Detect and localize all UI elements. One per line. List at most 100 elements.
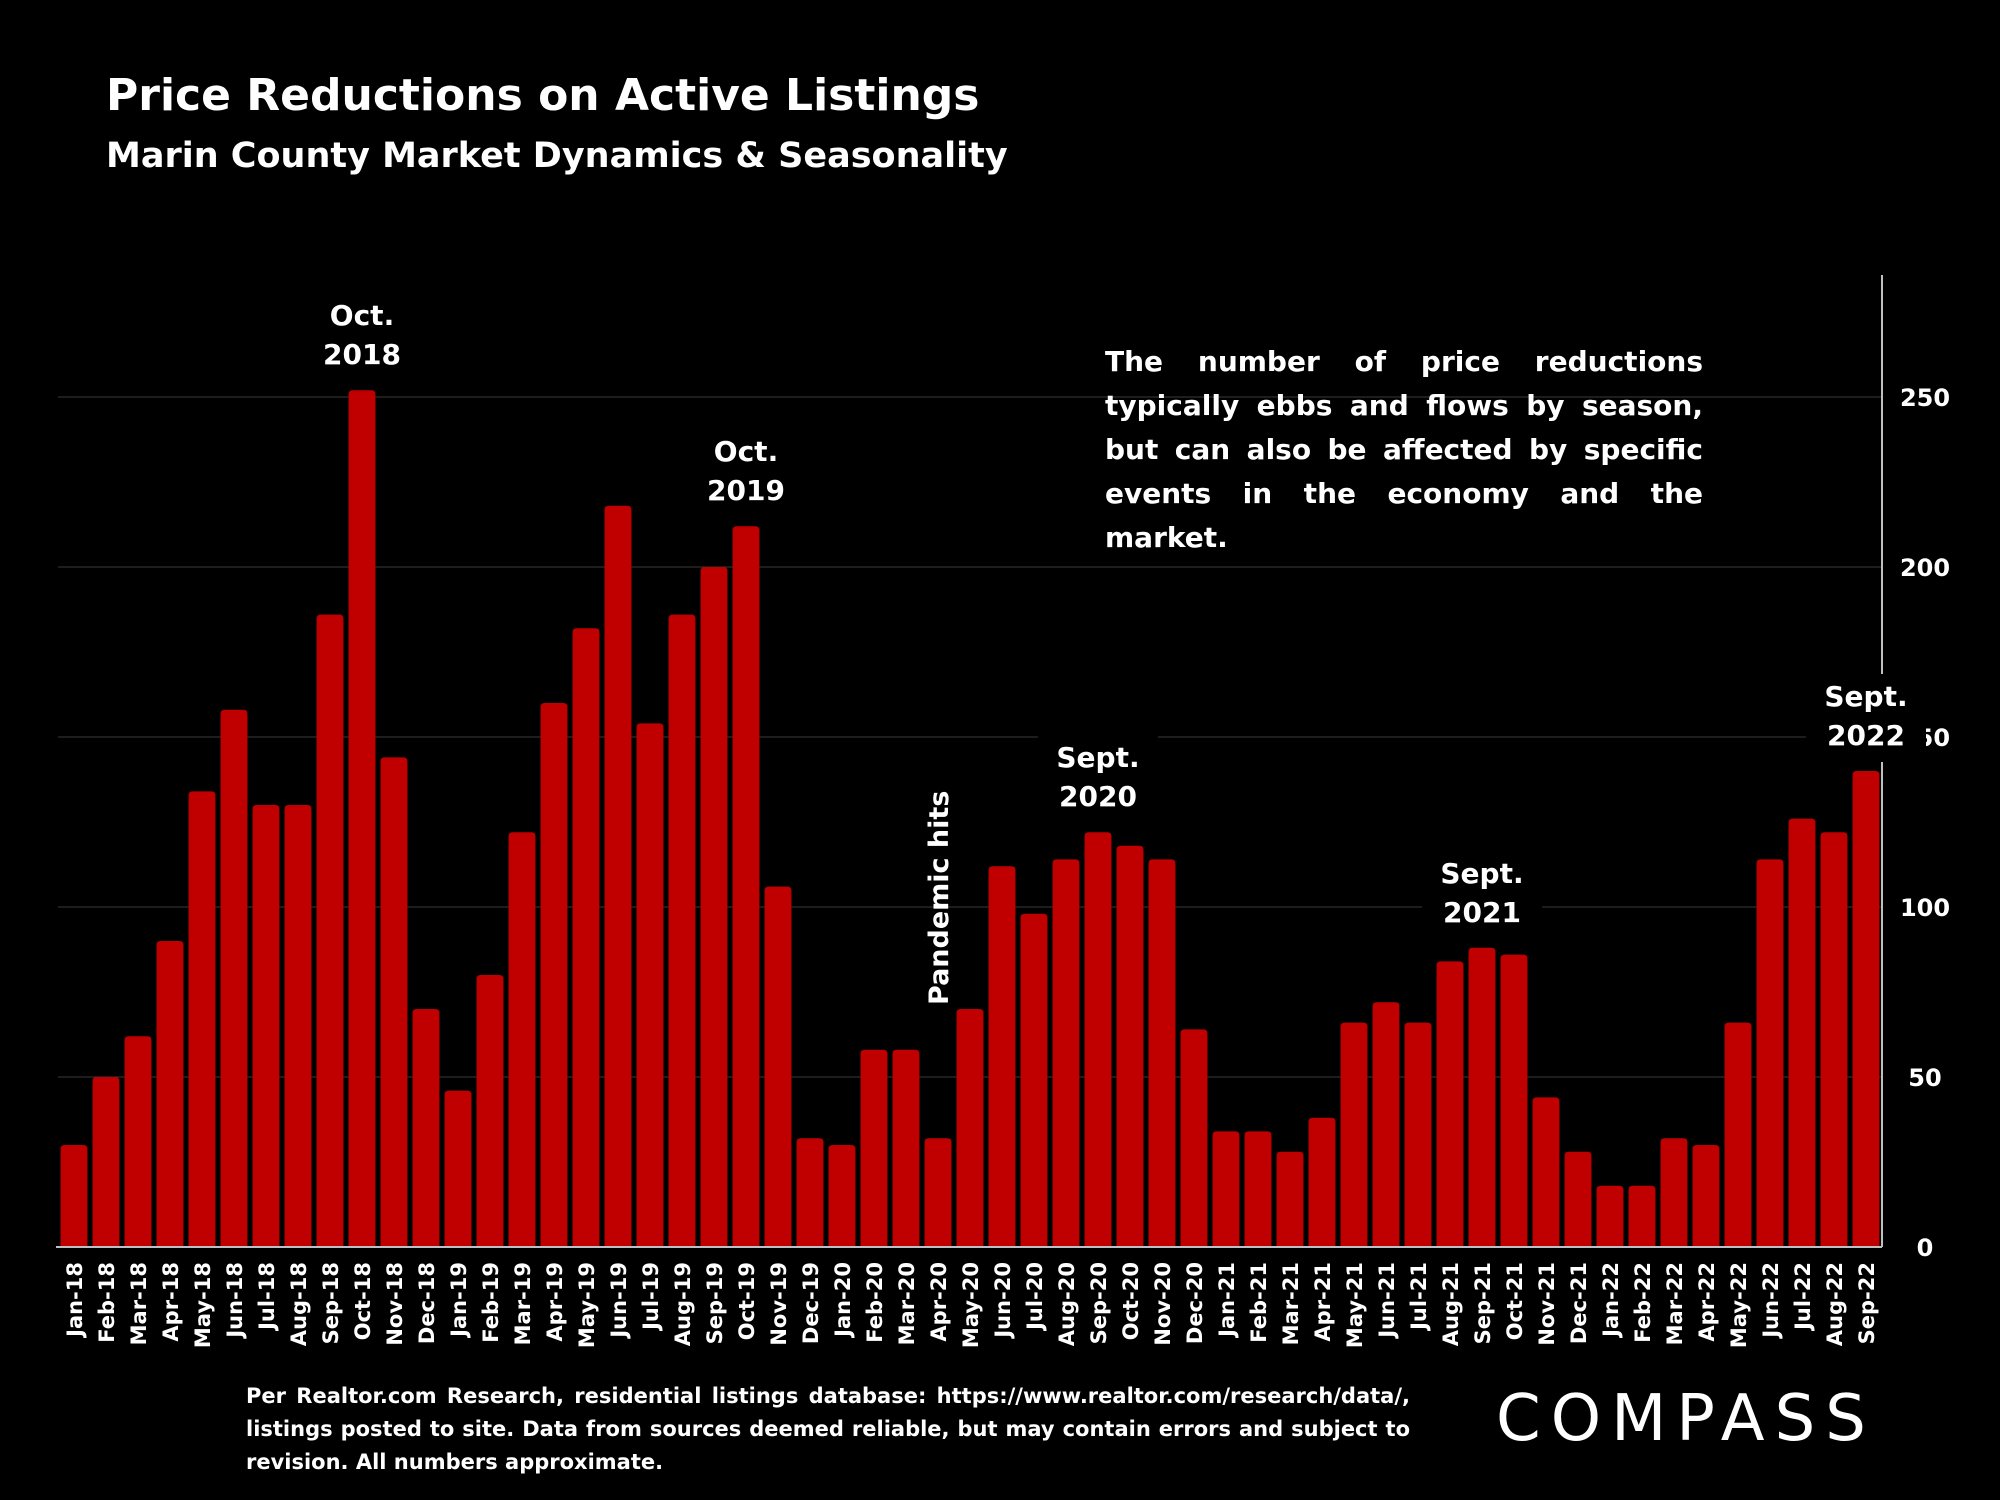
bar-aug-22	[1820, 832, 1848, 1247]
bar-sep-18	[316, 614, 344, 1247]
bar-may-18	[188, 791, 216, 1247]
annotation-bg	[686, 429, 806, 518]
bar-may-19	[572, 628, 600, 1247]
annotation-oct-19: 2019	[707, 474, 785, 507]
annotation-bg	[1038, 735, 1158, 824]
bar-mar-22	[1660, 1138, 1688, 1247]
x-tick-label: Apr-22	[1695, 1262, 1719, 1342]
annotation-sep-22: 2022	[1827, 719, 1905, 752]
bar-oct-20	[1116, 845, 1144, 1247]
x-tick-label: Jan-18	[63, 1262, 87, 1339]
x-tick-label: Jan-20	[831, 1262, 855, 1339]
bar-nov-18	[380, 757, 408, 1247]
annotation-sep-20: Sept.	[1056, 741, 1139, 774]
x-tick-label: Oct-18	[351, 1262, 375, 1340]
x-tick-label: May-20	[959, 1262, 983, 1348]
bar-aug-18	[284, 805, 312, 1247]
bar-nov-21	[1532, 1097, 1560, 1247]
x-tick-label: Oct-20	[1119, 1262, 1143, 1340]
x-tick-label: Jan-21	[1215, 1262, 1239, 1339]
bar-apr-19	[540, 703, 568, 1247]
y-tick-label: 200	[1900, 554, 1950, 582]
x-tick-label: Jun-22	[1759, 1262, 1783, 1340]
x-tick-label: Jun-18	[223, 1262, 247, 1340]
y-tick-label: 0	[1917, 1234, 1934, 1262]
x-tick-label: Mar-22	[1663, 1262, 1687, 1345]
logo-wordmark: COMPASS	[1496, 1385, 1876, 1445]
bar-mar-18	[124, 1036, 152, 1247]
chart-note: The number of price reductions typically…	[1105, 345, 1703, 554]
y-tick-label: 50	[1908, 1064, 1941, 1092]
bar-jul-19	[636, 723, 664, 1247]
bar-mar-20	[892, 1049, 920, 1247]
x-tick-label: Dec-18	[415, 1262, 439, 1344]
x-tick-label: Jun-21	[1375, 1262, 1399, 1340]
bar-sep-22	[1852, 771, 1880, 1247]
bar-oct-19	[732, 526, 760, 1247]
bar-aug-20	[1052, 859, 1080, 1247]
bar-jul-18	[252, 805, 280, 1247]
x-tick-label: Jul-20	[1023, 1262, 1047, 1332]
bar-jul-20	[1020, 913, 1048, 1247]
bar-sep-20	[1084, 832, 1112, 1247]
x-tick-label: Dec-19	[799, 1262, 823, 1344]
x-tick-label: Apr-19	[543, 1262, 567, 1342]
source-footnote: Per Realtor.com Research, residential li…	[246, 1384, 1410, 1474]
x-tick-label: May-21	[1343, 1262, 1367, 1348]
bar-apr-18	[156, 941, 184, 1247]
bar-dec-18	[412, 1009, 440, 1247]
annotation-bg	[302, 293, 422, 382]
x-tick-label: Nov-20	[1151, 1262, 1175, 1346]
y-tick-label: 250	[1900, 384, 1950, 412]
annotation-sep-21: 2021	[1443, 896, 1521, 929]
annotation-oct-19: Oct.	[714, 435, 778, 468]
annotation-oct-18: 2018	[323, 338, 401, 371]
bar-jan-19	[444, 1090, 472, 1247]
bar-feb-18	[92, 1077, 120, 1247]
bar-dec-20	[1180, 1029, 1208, 1247]
bar-feb-20	[860, 1049, 888, 1247]
x-tick-label: Sep-20	[1087, 1262, 1111, 1344]
x-tick-label: Jul-19	[639, 1262, 663, 1332]
bar-jun-21	[1372, 1002, 1400, 1247]
bar-nov-19	[764, 886, 792, 1247]
bar-sep-19	[700, 567, 728, 1247]
annotation-bg	[1422, 850, 1542, 939]
bar-jan-18	[60, 1145, 88, 1247]
bar-jul-22	[1788, 818, 1816, 1247]
x-tick-label: Jan-22	[1599, 1262, 1623, 1339]
x-tick-label: May-18	[191, 1262, 215, 1348]
x-tick-label: Jun-19	[607, 1262, 631, 1340]
x-tick-label: Nov-21	[1535, 1262, 1559, 1346]
bar-mar-19	[508, 832, 536, 1247]
x-tick-label: Sep-22	[1855, 1262, 1879, 1344]
x-tick-label: Oct-19	[735, 1262, 759, 1340]
x-tick-label: Apr-18	[159, 1262, 183, 1342]
compass-logo: COMPASS	[1496, 1385, 1876, 1445]
bar-apr-20	[924, 1138, 952, 1247]
bar-oct-21	[1500, 954, 1528, 1247]
bar-may-20	[956, 1009, 984, 1247]
page-subtitle: Marin County Market Dynamics & Seasonali…	[106, 136, 1008, 176]
x-tick-label: Jan-19	[447, 1262, 471, 1339]
annotation-oct-18: Oct.	[330, 299, 394, 332]
bar-nov-20	[1148, 859, 1176, 1247]
x-tick-label: Jul-21	[1407, 1262, 1431, 1332]
bar-apr-22	[1692, 1145, 1720, 1247]
bar-mar-21	[1276, 1151, 1304, 1247]
x-tick-label: Mar-18	[127, 1262, 151, 1345]
bar-jun-22	[1756, 859, 1784, 1247]
bar-chart: 050100150200250Jan-18Feb-18Mar-18Apr-18M…	[56, 275, 1950, 1348]
x-tick-label: Aug-20	[1055, 1262, 1079, 1346]
bar-feb-19	[476, 975, 504, 1247]
x-tick-label: Feb-20	[863, 1262, 887, 1343]
x-tick-label: Sep-18	[319, 1262, 343, 1344]
x-tick-label: Feb-18	[95, 1262, 119, 1343]
x-tick-label: Mar-19	[511, 1262, 535, 1345]
x-tick-label: Jul-22	[1791, 1262, 1815, 1332]
y-tick-label: 100	[1900, 894, 1950, 922]
x-tick-label: Oct-21	[1503, 1262, 1527, 1340]
x-tick-label: Dec-21	[1567, 1262, 1591, 1344]
x-tick-label: Feb-19	[479, 1262, 503, 1343]
x-tick-label: May-22	[1727, 1262, 1751, 1348]
